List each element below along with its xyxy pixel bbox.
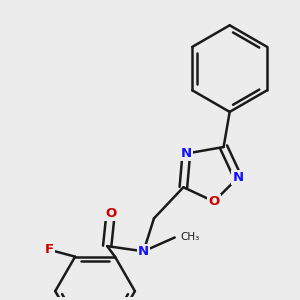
Text: N: N bbox=[232, 171, 243, 184]
Text: CH₃: CH₃ bbox=[180, 232, 199, 242]
Text: N: N bbox=[138, 245, 149, 258]
Text: F: F bbox=[45, 243, 54, 256]
Text: O: O bbox=[208, 195, 220, 208]
Text: O: O bbox=[105, 207, 116, 220]
Text: N: N bbox=[181, 147, 192, 160]
